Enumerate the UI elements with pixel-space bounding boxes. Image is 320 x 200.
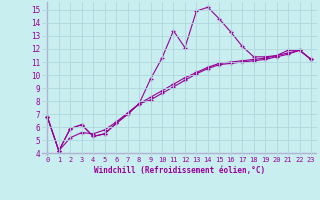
X-axis label: Windchill (Refroidissement éolien,°C): Windchill (Refroidissement éolien,°C) (94, 166, 265, 175)
